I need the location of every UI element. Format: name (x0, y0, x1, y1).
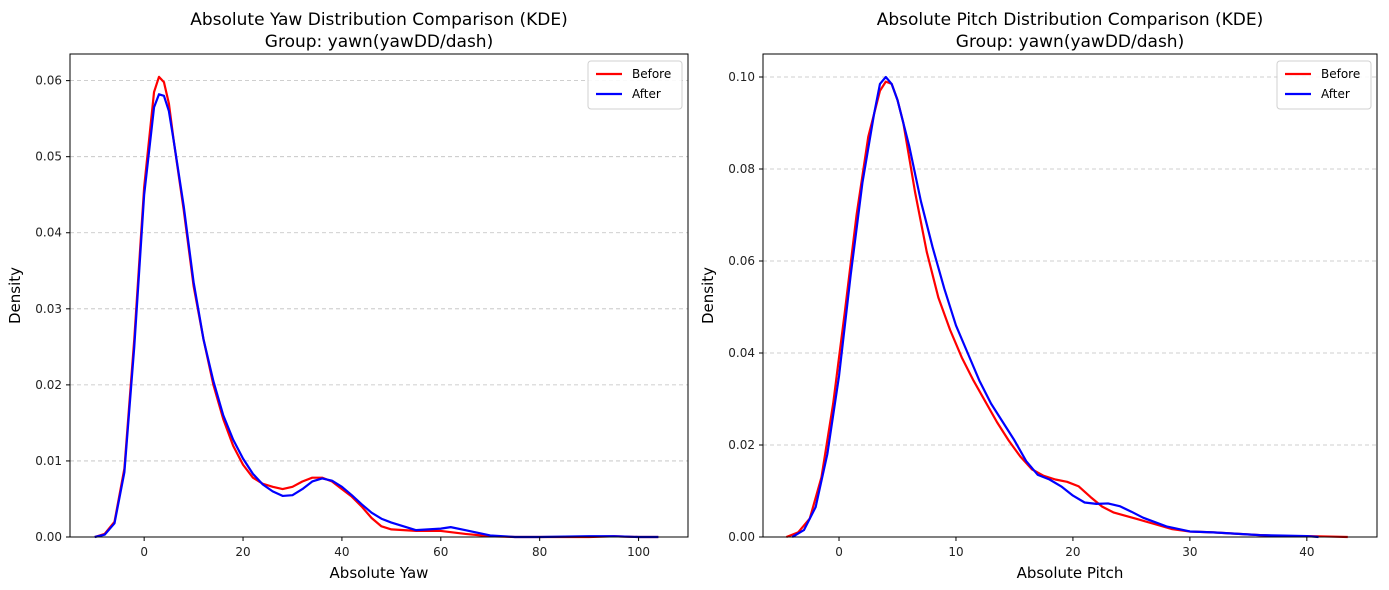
chart-1-legend: Before After (587, 60, 683, 110)
chart-2-x-tick-label: 40 (1299, 545, 1314, 559)
chart-2-title: Absolute Pitch Distribution Comparison (… (877, 10, 1264, 30)
chart-1-y-tick-label: 0.03 (35, 302, 62, 316)
chart-2-y-tick-label: 0.02 (728, 438, 755, 452)
chart-1-y-tick-label: 0.06 (35, 74, 62, 88)
chart-1-subtitle: Group: yawn(yawDD/dash) (265, 32, 493, 52)
chart-2-x-tick-label: 30 (1182, 545, 1197, 559)
chart-1-y-tick-label: 0.02 (35, 378, 62, 392)
chart-2-y-axis-label: Density (699, 267, 717, 324)
chart-2-series-after-line (791, 75, 1319, 539)
chart-2-x-axis-label: Absolute Pitch (1017, 564, 1124, 582)
chart-2-y-tick-label: 0.08 (728, 162, 755, 176)
chart-1-series-after-line (94, 93, 659, 539)
chart-2-series-before-line (785, 80, 1348, 539)
chart-1-y-tick-label: 0.05 (35, 150, 62, 164)
chart-1-x-tick-label: 100 (627, 545, 650, 559)
chart-1-x-tick-label: 20 (235, 545, 250, 559)
chart-2-y-tick-label: 0.04 (728, 346, 755, 360)
chart-2-legend: Before After (1276, 60, 1372, 110)
chart-1-x-axis-label: Absolute Yaw (330, 564, 429, 582)
chart-1-x-tick-label: 40 (334, 545, 349, 559)
chart-1-x-tick-label: 0 (140, 545, 148, 559)
chart-1-legend-label-after: After (632, 87, 661, 101)
chart-2: 0 10 20 30 40 0.00 0.02 0.04 0.06 0.08 0.10 Absolut… (699, 10, 1378, 582)
chart-1-title: Absolute Yaw Distribution Comparison (KD… (190, 10, 568, 30)
chart-1-x-tick-label: 60 (433, 545, 448, 559)
chart-2-axes-frame (762, 53, 1378, 538)
chart-1-y-tick-label: 0.00 (35, 530, 62, 544)
chart-1-y-axis-label: Density (6, 267, 24, 324)
chart-1-y-tick-label: 0.04 (35, 226, 62, 240)
chart-2-x-tick-label: 0 (835, 545, 843, 559)
chart-2-legend-label-before: Before (1321, 67, 1360, 81)
chart-1: 0 20 40 60 80 100 0.00 0.01 0.02 0.03 0.04 0.05 0.06… (6, 10, 689, 582)
chart-2-y-tick-label: 0.10 (728, 70, 755, 84)
chart-2-x-tick-label: 10 (948, 545, 963, 559)
chart-1-x-tick-label: 80 (532, 545, 547, 559)
chart-2-x-tick-label: 20 (1065, 545, 1080, 559)
chart-1-series-before-line (94, 75, 659, 539)
chart-1-legend-label-before: Before (632, 67, 671, 81)
chart-1-axes-frame (69, 53, 689, 538)
chart-2-y-tick-label: 0.00 (728, 530, 755, 544)
chart-2-legend-label-after: After (1321, 87, 1350, 101)
chart-2-subtitle: Group: yawn(yawDD/dash) (956, 32, 1184, 52)
chart-2-y-tick-label: 0.06 (728, 254, 755, 268)
chart-1-y-tick-label: 0.01 (35, 454, 62, 468)
